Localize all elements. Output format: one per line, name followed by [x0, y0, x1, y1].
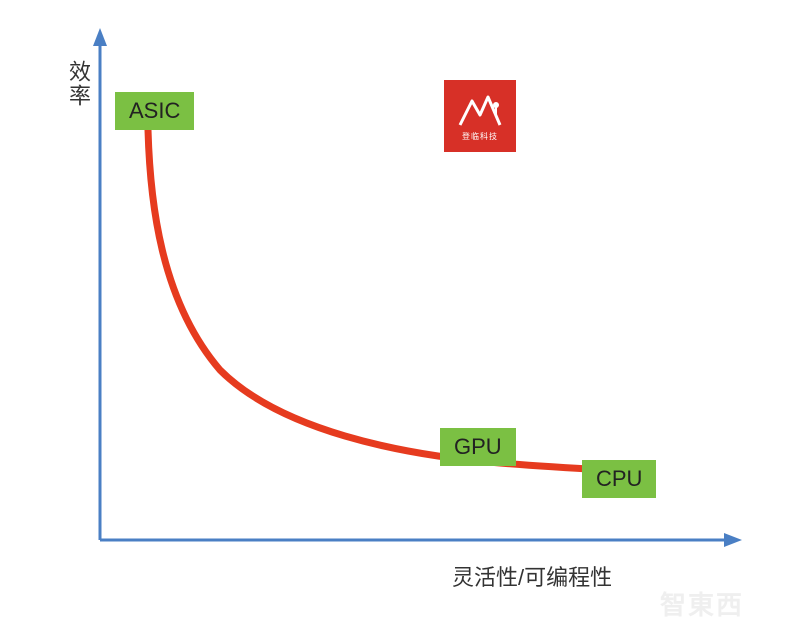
y-axis-label: 效率 [62, 60, 94, 108]
efficiency-flexibility-chart: 效率 灵活性/可编程性 ASIC GPU CPU 登临科技 智東西 [0, 0, 800, 628]
x-axis-arrow [724, 533, 742, 547]
label-asic: ASIC [115, 92, 194, 130]
label-gpu: GPU [440, 428, 516, 466]
x-axis-label: 灵活性/可编程性 [452, 560, 612, 592]
tradeoff-curve [148, 130, 640, 472]
watermark: 智東西 [660, 585, 744, 622]
logo-mountain-icon [456, 91, 504, 129]
company-logo: 登临科技 [444, 80, 516, 152]
label-cpu: CPU [582, 460, 656, 498]
logo-caption: 登临科技 [462, 131, 498, 142]
y-axis-arrow [93, 28, 107, 46]
